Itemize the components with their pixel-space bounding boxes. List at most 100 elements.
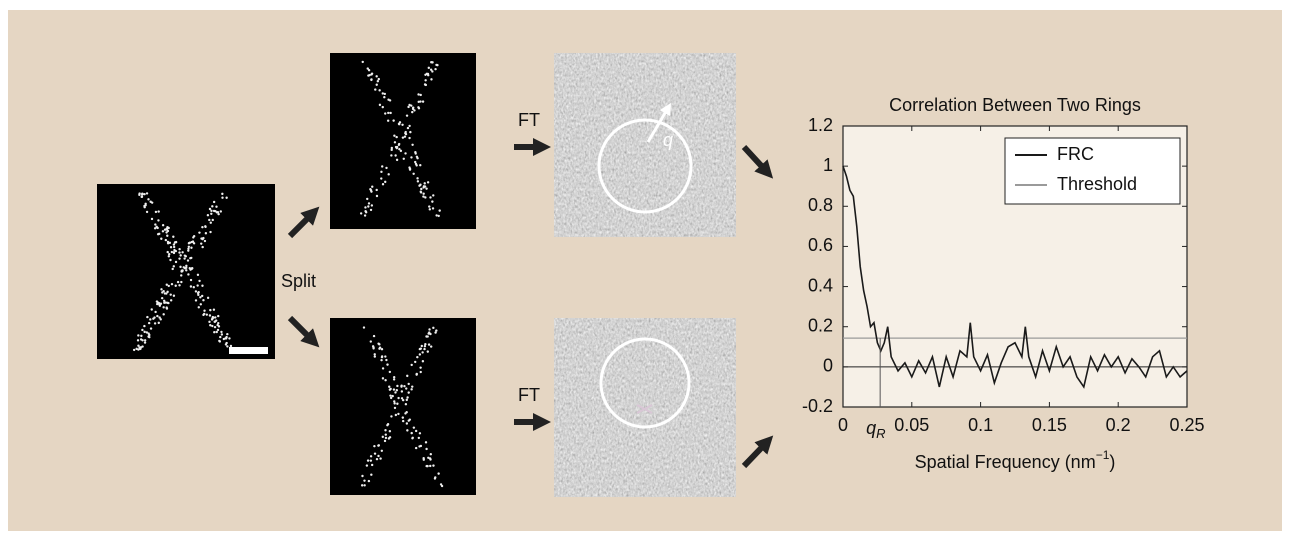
dot [381, 348, 383, 350]
dot [367, 74, 369, 76]
dot [170, 299, 172, 301]
dot [432, 207, 434, 209]
dot [406, 399, 408, 401]
split-label: Split [281, 271, 316, 291]
dot [369, 188, 371, 190]
dot [207, 214, 209, 216]
dot [376, 84, 378, 86]
dot [377, 80, 379, 82]
dot [382, 106, 384, 108]
dot [189, 257, 191, 259]
dot [392, 119, 394, 121]
dot [220, 331, 222, 333]
dot [187, 259, 189, 261]
image-half-a [330, 53, 476, 229]
dot [193, 235, 195, 237]
dot [406, 422, 408, 424]
dot [171, 251, 173, 253]
dot [226, 345, 228, 347]
dot [393, 378, 395, 380]
dot [405, 387, 407, 389]
dot [381, 165, 383, 167]
dot [428, 328, 430, 330]
dot [389, 99, 391, 101]
figure: Split FT FT q Correlation Between Two Ri… [0, 0, 1290, 539]
dot [362, 61, 364, 63]
ft-label: FT [518, 385, 540, 405]
dot [423, 348, 425, 350]
dot [173, 265, 175, 267]
dot [393, 135, 395, 137]
dot [408, 391, 410, 393]
dot [202, 314, 204, 316]
dot [371, 464, 373, 466]
dot [158, 322, 160, 324]
dot [384, 379, 386, 381]
dot [395, 136, 397, 138]
dot [432, 194, 434, 196]
dot [197, 292, 199, 294]
dot [409, 168, 411, 170]
dot [424, 182, 426, 184]
dot [435, 329, 437, 331]
dot [430, 69, 432, 71]
dot [399, 121, 401, 123]
dot [427, 181, 429, 183]
image-original [97, 184, 275, 359]
dot [396, 385, 398, 387]
y-tick-label: 1.2 [808, 115, 833, 135]
dot [438, 215, 440, 217]
dot [370, 209, 372, 211]
dot [178, 257, 180, 259]
dot [157, 219, 159, 221]
dot [418, 101, 420, 103]
dot [424, 343, 426, 345]
dot [370, 73, 372, 75]
dot [419, 353, 421, 355]
dot [402, 136, 404, 138]
dot [419, 366, 421, 368]
dot [143, 205, 145, 207]
dot [143, 331, 145, 333]
dot [418, 437, 420, 439]
dot [146, 192, 148, 194]
dot [156, 315, 158, 317]
dot [364, 214, 366, 216]
dot [370, 459, 372, 461]
dot [422, 186, 424, 188]
dot [166, 302, 168, 304]
dot [401, 124, 403, 126]
dot [406, 114, 408, 116]
dot [382, 92, 384, 94]
dot [422, 100, 424, 102]
dot [175, 261, 177, 263]
annotation-sub: R [876, 426, 885, 441]
dot [190, 247, 192, 249]
dot [390, 154, 392, 156]
dot [141, 329, 143, 331]
dot [154, 223, 156, 225]
dot [427, 335, 429, 337]
dot [201, 226, 203, 228]
dot [225, 343, 227, 345]
dot [397, 397, 399, 399]
x-tick-label: 0.25 [1169, 415, 1204, 435]
dot [173, 246, 175, 248]
dot [430, 453, 432, 455]
dot [366, 464, 368, 466]
dot [389, 436, 391, 438]
dot [376, 458, 378, 460]
dot [408, 383, 410, 385]
dot [415, 447, 417, 449]
dot [374, 355, 376, 357]
dot [370, 78, 372, 80]
dot [180, 274, 182, 276]
dot [363, 479, 365, 481]
dot [185, 255, 187, 257]
dot [191, 267, 193, 269]
ft-image-a [554, 53, 736, 237]
dot [160, 238, 162, 240]
dot [406, 396, 408, 398]
dot [387, 423, 389, 425]
dot [160, 303, 162, 305]
